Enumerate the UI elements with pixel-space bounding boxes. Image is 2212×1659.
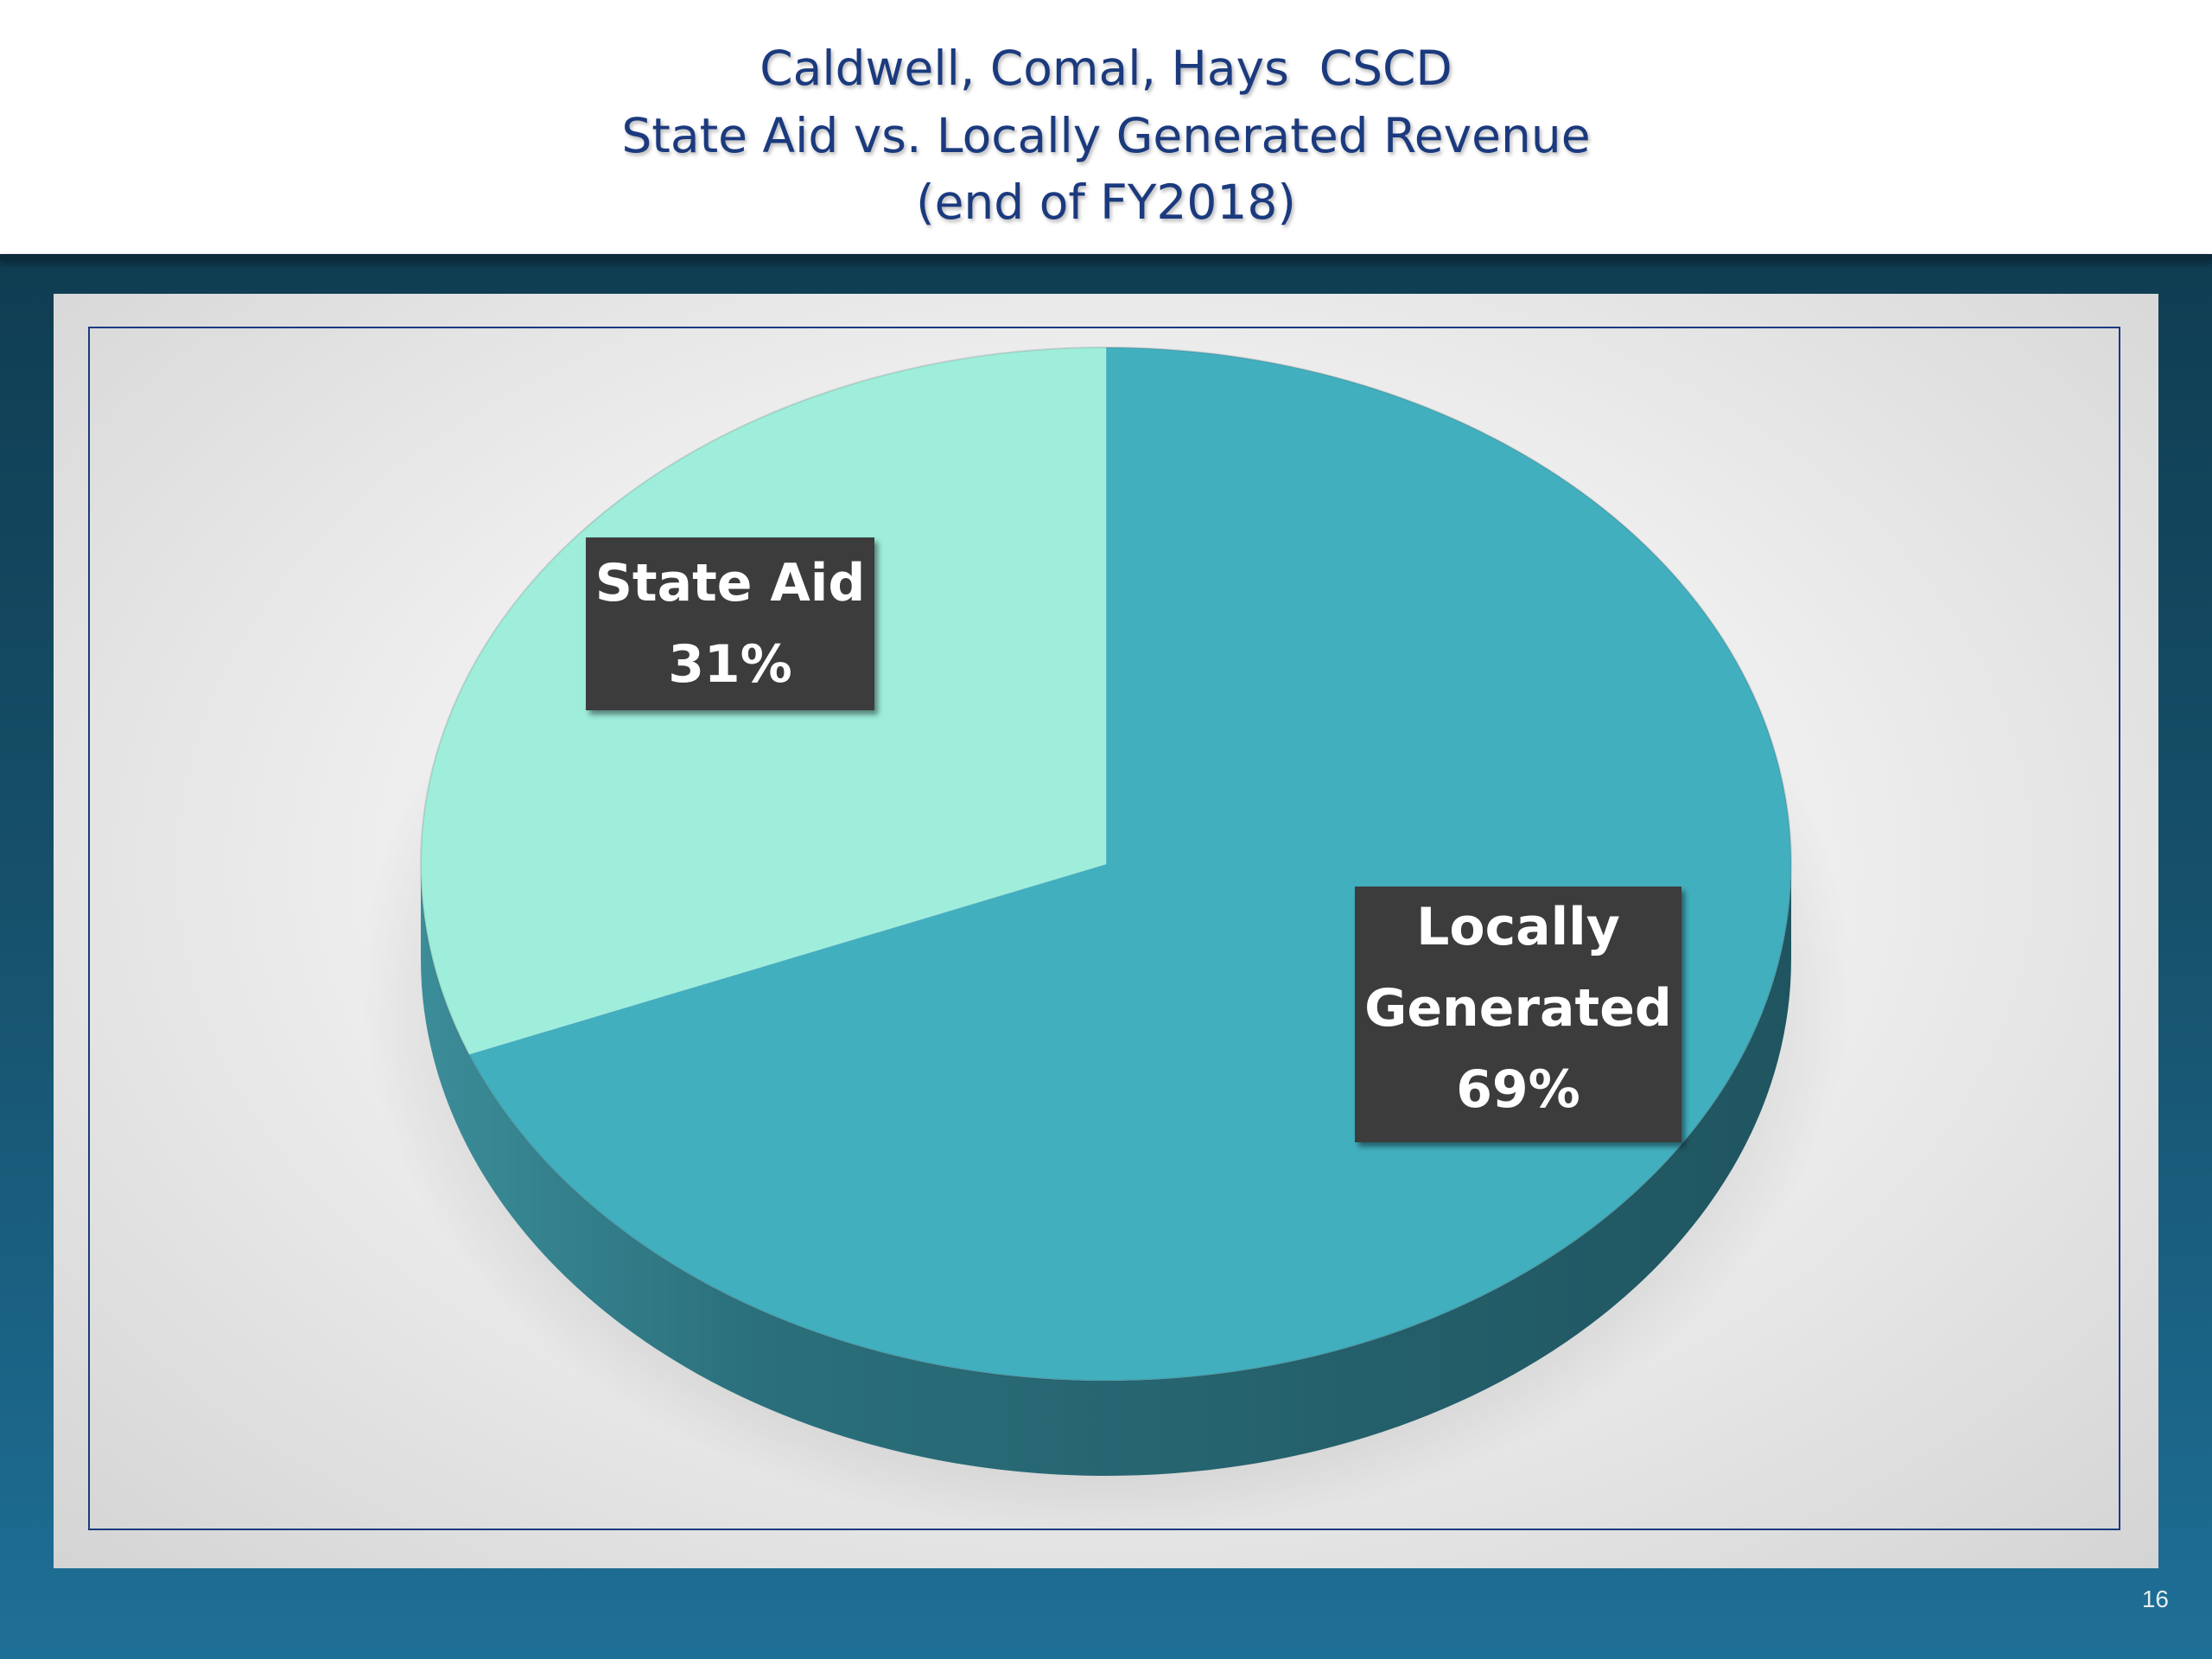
pie-label-locally-generated: Locally Generated 69% — [1355, 887, 1681, 1142]
header-divider — [0, 254, 2212, 260]
chart-title-line-3: (end of FY2018) — [916, 175, 1296, 230]
chart-title-line-2: State Aid vs. Locally Generated Revenue — [621, 108, 1591, 163]
pie-chart — [360, 346, 1852, 1536]
page-number: 16 — [2141, 1586, 2169, 1612]
pie-side-wall — [421, 864, 1791, 1476]
chart-title-line-1: Caldwell, Comal, Hays CSCD — [760, 41, 1452, 96]
pie-rim — [420, 346, 1792, 1382]
chart-panel: State Aid 31% Locally Generated 69% — [54, 294, 2158, 1568]
slide-header: Caldwell, Comal, Hays CSCD State Aid vs.… — [0, 0, 2212, 257]
pie-label-state-aid: State Aid 31% — [586, 537, 874, 710]
